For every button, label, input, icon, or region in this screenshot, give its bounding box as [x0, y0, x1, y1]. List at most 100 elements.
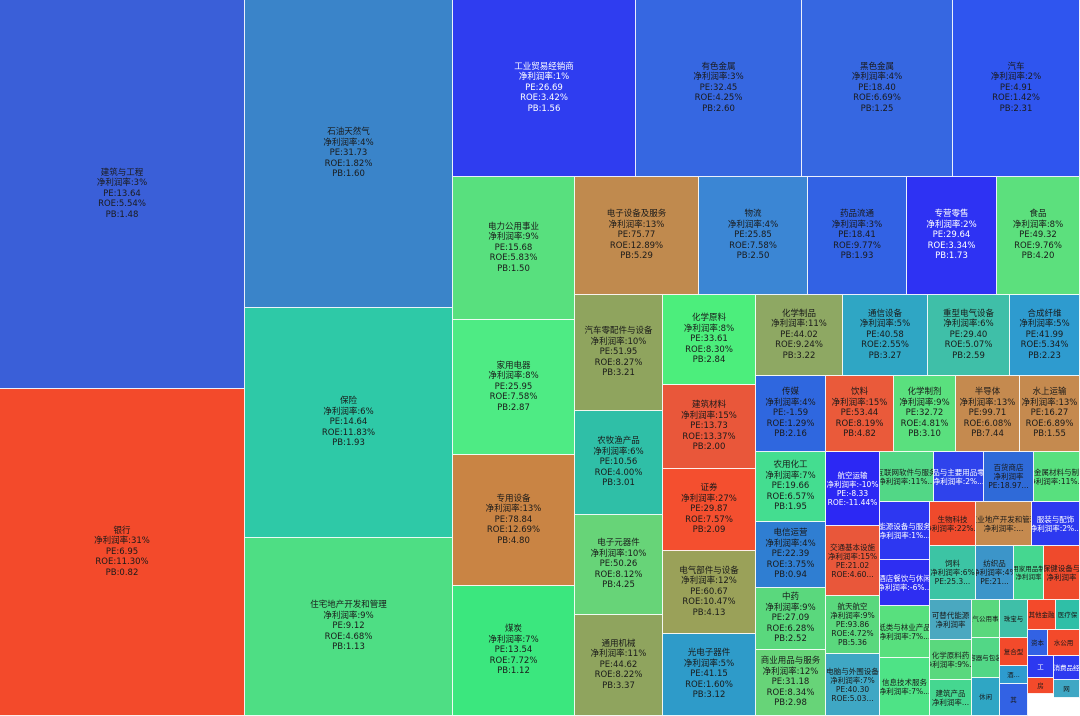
treemap-tile[interactable]: 饮料 净利润率:15% PE:53.44 ROE:8.19% PB:4.82 [826, 376, 894, 452]
treemap-tile[interactable]: 物流 净利润率:4% PE:25.85 ROE:7.58% PB:2.50 [699, 177, 808, 295]
treemap-tile[interactable]: 通信设备 净利润率:5% PE:40.58 ROE:2.55% PB:3.27 [843, 295, 928, 376]
sector-name: 航天航空 [837, 602, 868, 611]
treemap-tile[interactable]: 汽车零配件与设备 净利润率:10% PE:51.95 ROE:8.27% PB:3.21 [575, 295, 663, 411]
treemap-tile[interactable]: 家用电器 净利润率:8% PE:25.95 ROE:7.58% PB:2.87 [453, 320, 575, 455]
treemap-tile[interactable]: 能源设备与服务 净利润率:1%... [880, 502, 930, 560]
treemap-tile[interactable]: 航天航空 净利润率:9% PE:93.86 ROE:4.72% PB:5.36 [826, 596, 880, 654]
sector-name: 重型电气设备 [942, 308, 994, 319]
treemap-tile[interactable]: 纸类与林业产品 净利润率:7%... [880, 606, 930, 658]
metric-pe: PE:29.87 [690, 504, 728, 515]
treemap-tile[interactable]: 珠宝与 [1000, 600, 1028, 638]
treemap-tile[interactable]: 石油天然气 净利润率:4% PE:31.73 ROE:1.82% PB:1.60 [245, 0, 453, 308]
treemap-tile[interactable]: 有色金属 净利润率:3% PE:32.45 ROE:4.25% PB:2.60 [636, 0, 802, 177]
treemap-tile[interactable]: 酒... [1000, 666, 1028, 684]
sector-name: 电力公用事业 [487, 221, 539, 232]
treemap-tile[interactable]: 商业用品与服务 净利润率:12% PE:31.18 ROE:8.34% PB:2.98 [756, 650, 826, 716]
tile-label: 资本 [1031, 639, 1044, 647]
metric-pb: PB:2.52 [774, 634, 807, 645]
treemap-tile[interactable]: 住宅地产开发和管理 净利润率:9% PE:9.12 ROE:4.68% PB:1.13 [245, 538, 453, 716]
metric-roe: ROE:11.30% [95, 557, 149, 568]
treemap-tile[interactable]: 合成纤维 净利润率:5% PE:41.99 ROE:5.34% PB:2.23 [1010, 295, 1080, 376]
treemap-tile[interactable]: 传媒 净利润率:4% PE:-1.59 ROE:1.29% PB:2.16 [756, 376, 826, 452]
treemap-tile[interactable]: 耐用家用品制造净利润率 [1014, 546, 1044, 600]
treemap-tile[interactable]: 酒店餐饮与休闲 净利润率:-6%... [880, 560, 930, 606]
treemap-tile[interactable]: 建筑材料 净利润率:15% PE:13.73 ROE:13.37% PB:2.00 [663, 385, 756, 469]
sector-name: 化学制剂 [907, 387, 942, 398]
treemap-tile[interactable]: 食品 净利润率:8% PE:49.32 ROE:9.76% PB:4.20 [997, 177, 1080, 295]
metric-pb: PB:3.01 [602, 478, 635, 489]
treemap-tile[interactable]: 网 [1054, 680, 1080, 698]
sector-name: 住宅地产开发和管理 [310, 600, 387, 611]
treemap-tile[interactable]: 光电子器件 净利润率:5% PE:41.15 ROE:1.60% PB:3.12 [663, 634, 756, 716]
treemap-tile[interactable]: 建筑产品 净利润率... [930, 680, 972, 716]
treemap-tile[interactable]: 医疗保 [1056, 600, 1080, 630]
treemap-tile[interactable]: 半导体 净利润率:13% PE:99.71 ROE:6.08% PB:7.44 [956, 376, 1020, 452]
treemap-tile[interactable]: 非金属材料与制品净利润率:11%... [1034, 452, 1080, 502]
tile-label: 汽车零配件与设备 净利润率:10% PE:51.95 ROE:8.27% PB:3.21 [584, 326, 652, 379]
treemap-tile[interactable]: 电子元器件 净利润率:10% PE:50.26 ROE:8.12% PB:4.25 [575, 515, 663, 615]
treemap-tile[interactable]: 纺织品净利润率:4%PE:21... [976, 546, 1014, 600]
treemap-tile[interactable]: 交通基本设施 净利润率:15% PE:21.02 ROE:4.60... [826, 526, 880, 596]
treemap-tile[interactable]: 其 [1000, 684, 1028, 716]
treemap-tile[interactable]: 医疗保健设备与用品净利润率 [1044, 546, 1080, 600]
treemap-tile[interactable]: 保险 净利润率:6% PE:14.64 ROE:11.83% PB:1.93 [245, 308, 453, 538]
treemap-tile[interactable]: 黑色金属 净利润率:4% PE:18.40 ROE:6.69% PB:1.25 [802, 0, 953, 177]
treemap-tile[interactable]: 复合型 [1000, 638, 1028, 666]
treemap-tile[interactable]: 电气部件与设备 净利润率:12% PE:60.67 ROE:10.47% PB:4.13 [663, 551, 756, 634]
treemap-tile[interactable]: 专营零售 净利润率:2% PE:29.64 ROE:3.34% PB:1.73 [907, 177, 997, 295]
treemap-tile[interactable]: 化学制品 净利润率:11% PE:44.02 ROE:9.24% PB:3.22 [756, 295, 843, 376]
tile-label: 复合型 [1004, 648, 1024, 656]
treemap-tile[interactable]: 消费品经 [1054, 656, 1080, 680]
treemap-tile[interactable]: 生物科技净利润率:22%... [930, 502, 976, 546]
treemap-tile[interactable]: 化学原料药净利润率:9%... [930, 640, 972, 680]
treemap-tile[interactable]: 通用机械 净利润率:11% PE:44.62 ROE:8.22% PB:3.37 [575, 615, 663, 716]
treemap-tile[interactable]: 食品与主要用品零售净利润率:2%... [934, 452, 984, 502]
treemap-tile[interactable]: 资本 [1028, 630, 1048, 656]
treemap-tile[interactable]: 汽车 净利润率:2% PE:4.91 ROE:1.42% PB:2.31 [953, 0, 1080, 177]
treemap-tile[interactable]: 农牧渔产品 净利润率:6% PE:10.56 ROE:4.00% PB:3.01 [575, 411, 663, 515]
treemap-tile[interactable]: 证券 净利润率:27% PE:29.87 ROE:7.57% PB:2.09 [663, 469, 756, 551]
treemap-tile[interactable]: 水上运输 净利润率:13% PE:16.27 ROE:6.89% PB:1.55 [1020, 376, 1080, 452]
sector-name: 网 [1063, 684, 1070, 693]
metric-roe: ROE:5.07% [944, 340, 993, 351]
metric-roe: ROE:12.69% [486, 525, 541, 536]
treemap-tile[interactable]: 电力公用事业 净利润率:9% PE:15.68 ROE:5.83% PB:1.50 [453, 177, 575, 320]
tile-label: 生物科技净利润率:22%... [930, 515, 975, 533]
treemap-tile[interactable]: 服装与配饰 净利润率:2%... [1032, 502, 1080, 546]
treemap-tile[interactable]: 互联网软件与服务 净利润率:11%... [880, 452, 934, 502]
treemap-tile[interactable]: 信息技术服务 净利润率:7%... [880, 658, 930, 716]
metric-margin: 净利润率:8% [1012, 219, 1064, 230]
treemap-tile[interactable]: 航空运输 净利润率:-10% PE:-8.33 ROE:-11.44% [826, 452, 880, 526]
treemap-tile[interactable]: 银行 净利润率:31% PE:6.95 ROE:11.30% PB:0.82 [0, 389, 245, 716]
treemap-tile[interactable]: 休闲 [972, 678, 1000, 716]
treemap-tile[interactable]: 农用化工 净利润率:7% PE:19.66 ROE:6.57% PB:1.95 [756, 452, 826, 522]
treemap-tile[interactable]: 电子设备及服务 净利润率:13% PE:75.77 ROE:12.89% PB:5.29 [575, 177, 699, 295]
treemap-tile[interactable]: 建筑与工程 净利润率:3% PE:13.64 ROE:5.54% PB:1.48 [0, 0, 245, 389]
treemap-tile[interactable]: 百货商店 净利润率 PE:18.97... [984, 452, 1034, 502]
treemap-tile[interactable]: 电脑与外围设备 净利润率:7% PE:40.30 ROE:5.03... [826, 654, 880, 716]
treemap-tile[interactable]: 工业贸易经销商 净利润率:1% PE:26.69 ROE:3.42% PB:1.56 [453, 0, 636, 177]
treemap-tile[interactable]: 化学原料 净利润率:8% PE:33.61 ROE:8.30% PB:2.84 [663, 295, 756, 385]
treemap-tile[interactable]: 电信运营 净利润率:4% PE:22.39 ROE:3.75% PB:0.94 [756, 522, 826, 588]
metric-margin: 净利润率:5% [1019, 319, 1070, 330]
metric-pb: PB:1.60 [332, 169, 365, 180]
treemap-tile[interactable]: 其他金融 [1028, 600, 1056, 630]
treemap-tile[interactable]: 饲料 净利润率:6% PE:25.3... [930, 546, 976, 600]
treemap-tile[interactable]: 工业地产开发和管理净利润率:... [976, 502, 1032, 546]
metric-pe: PE:18.97... [988, 481, 1029, 490]
treemap-tile[interactable]: 中药 净利润率:9% PE:27.09 ROE:6.28% PB:2.52 [756, 588, 826, 650]
treemap-tile[interactable]: 重型电气设备 净利润率:6% PE:29.40 ROE:5.07% PB:2.59 [928, 295, 1010, 376]
metric-pb: PB:2.16 [774, 429, 807, 440]
treemap-tile[interactable]: 煤炭 净利润率:7% PE:13.54 ROE:7.72% PB:1.12 [453, 586, 575, 716]
treemap-tile[interactable]: 专用设备 净利润率:13% PE:78.84 ROE:12.69% PB:4.80 [453, 455, 575, 586]
tile-label: 电子元器件 净利润率:10% PE:50.26 ROE:8.12% PB:4.25 [591, 538, 647, 591]
treemap-tile[interactable]: 药品流通 净利润率:3% PE:18.41 ROE:9.77% PB:1.93 [808, 177, 907, 295]
treemap-tile[interactable]: 化学制剂 净利润率:9% PE:32.72 ROE:4.81% PB:3.10 [894, 376, 956, 452]
treemap-tile[interactable]: 工 [1028, 656, 1054, 678]
treemap-tile[interactable]: 水公用 [1048, 630, 1080, 656]
treemap-tile[interactable]: 房 [1028, 678, 1054, 694]
treemap-tile[interactable]: 燃气公用事业 [972, 600, 1000, 638]
treemap-tile[interactable]: 可替代能源 净利润率 [930, 600, 972, 640]
treemap-tile[interactable]: 容器与包装 [972, 638, 1000, 678]
